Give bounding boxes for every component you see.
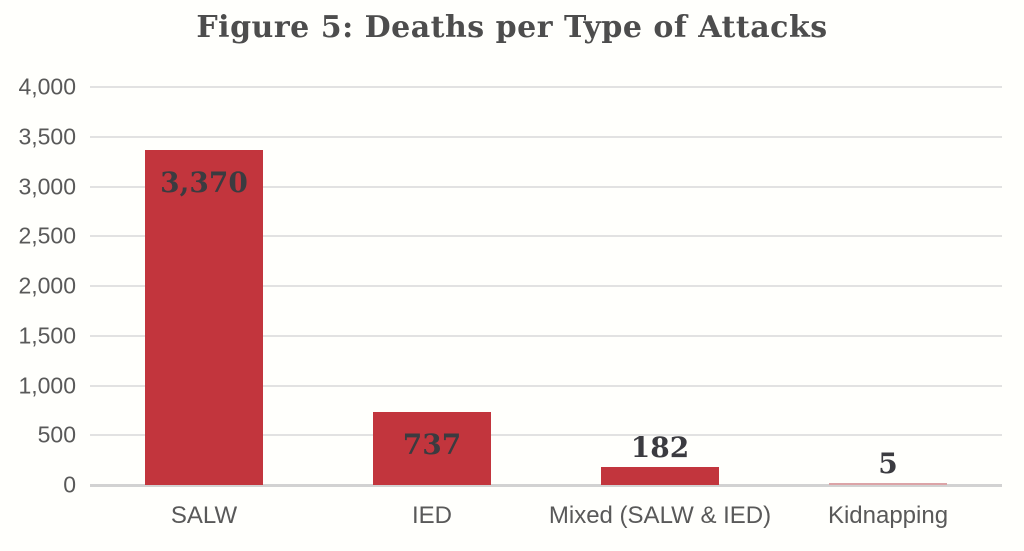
gridline	[90, 335, 1002, 337]
y-tick-label: 3,500	[18, 123, 76, 150]
gridline	[90, 285, 1002, 287]
bar-mixed-salw-ied	[601, 467, 719, 485]
x-tick-label: SALW	[170, 502, 238, 529]
y-tick-label: 0	[63, 471, 76, 498]
x-tick-label: IED	[411, 502, 453, 529]
y-tick-label: 2,000	[18, 272, 76, 299]
y-tick-label: 4,000	[18, 73, 76, 100]
y-tick-label: 500	[37, 421, 76, 448]
x-axis-line	[90, 484, 1002, 487]
bar-kidnapping	[829, 483, 947, 485]
gridline	[90, 434, 1002, 436]
x-tick-label: Kidnapping	[827, 502, 949, 529]
chart-title: Figure 5: Deaths per Type of Attacks	[196, 10, 828, 45]
gridline	[90, 186, 1002, 188]
y-axis: 0 500 1,000 1,500 2,000 2,500 3,000 3,500 4,000	[0, 74, 76, 498]
y-tick-label: 1,500	[18, 322, 76, 349]
data-label: 737	[402, 428, 462, 461]
bar-salw	[145, 150, 263, 485]
gridline	[90, 385, 1002, 387]
y-tick-label: 3,000	[18, 173, 76, 200]
x-tick-label: Mixed (SALW & IED)	[548, 502, 772, 529]
y-tick-label: 1,000	[18, 372, 76, 399]
gridline	[90, 86, 1002, 88]
gridline	[90, 235, 1002, 237]
x-axis: SALW IED Mixed (SALW & IED) Kidnapping	[90, 485, 1002, 535]
data-label: 3,370	[160, 166, 248, 199]
plot-area: 3,370 737 182 5	[90, 86, 1002, 487]
data-label: 5	[878, 447, 898, 480]
gridline	[90, 136, 1002, 138]
y-tick-label: 2,500	[18, 222, 76, 249]
bar-ied	[373, 412, 491, 485]
data-label: 182	[630, 431, 690, 464]
